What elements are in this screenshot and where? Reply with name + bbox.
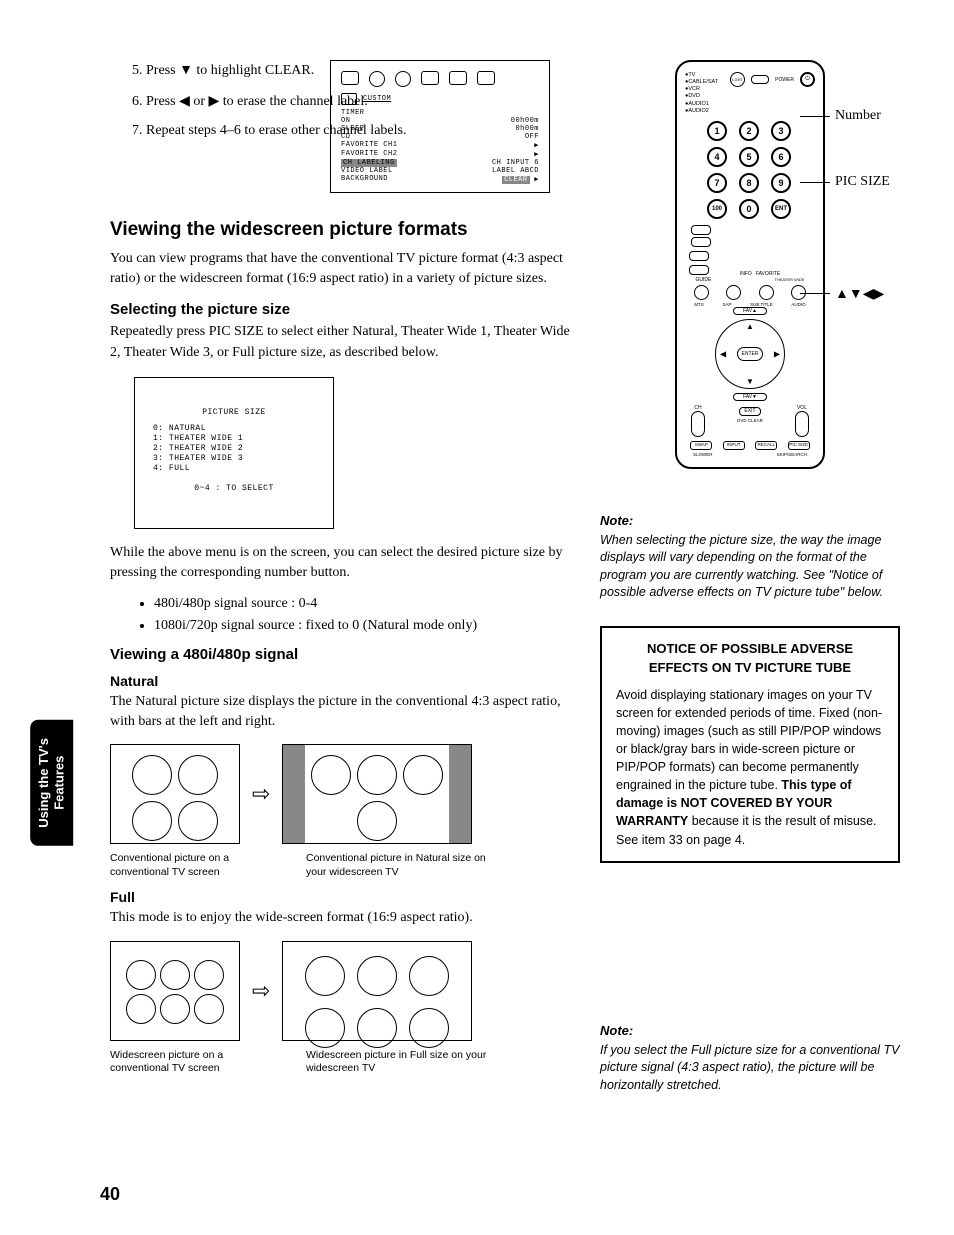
remote-num-8[interactable]: 8 <box>739 173 759 193</box>
caption-full-left: Widescreen picture on a conventional TV … <box>110 1049 240 1076</box>
full-body: This mode is to enjoy the wide-screen fo… <box>110 908 570 928</box>
notice-box: NOTICE OF POSSIBLE ADVERSE EFFECTS ON TV… <box>600 626 900 863</box>
osd-custom-menu: CUSTOM TIMER ON00h00m SLEEP0h00mCDOFFFAV… <box>330 60 550 193</box>
remote-input-button[interactable]: INPUT <box>723 441 745 450</box>
power-button[interactable]: ⏻ <box>800 72 815 87</box>
full-diagram: ⇨ <box>110 941 570 1041</box>
natural-body: The Natural picture size displays the pi… <box>110 692 570 733</box>
osd-title: CUSTOM <box>363 95 391 103</box>
remote-num-5[interactable]: 5 <box>739 147 759 167</box>
page-number: 40 <box>100 1184 120 1205</box>
caption-full-right: Widescreen picture in Full size on your … <box>306 1049 506 1076</box>
signal-bullets: 480i/480p signal source : 0-4 1080i/720p… <box>110 596 570 634</box>
note1-body: When selecting the picture size, the way… <box>600 532 900 602</box>
section-tab: Using the TV'sFeatures <box>30 720 73 846</box>
remote-swap-button[interactable]: SWAP <box>690 441 712 450</box>
remote-recall-button[interactable]: RECALL <box>755 441 777 450</box>
caption-natural-left: Conventional picture on a conventional T… <box>110 852 240 879</box>
callout-arrows: ▲▼◀▶ <box>835 285 884 302</box>
remote-num-7[interactable]: 7 <box>707 173 727 193</box>
subheading-selecting: Selecting the picture size <box>110 301 570 318</box>
mode-full-heading: Full <box>110 889 570 905</box>
remote-pic-size-button[interactable]: PIC SIZE <box>788 441 810 450</box>
natural-diagram: ⇨ <box>110 744 570 844</box>
subheading-viewing: Viewing a 480i/480p signal <box>110 646 570 663</box>
selecting-body: Repeatedly press PIC SIZE to select eith… <box>110 322 570 363</box>
remote-num-0[interactable]: 0 <box>739 199 759 219</box>
remote-num-4[interactable]: 4 <box>707 147 727 167</box>
remote-num-3[interactable]: 3 <box>771 121 791 141</box>
remote-btn-100[interactable]: 100 <box>707 199 727 219</box>
remote-num-6[interactable]: 6 <box>771 147 791 167</box>
remote-num-2[interactable]: 2 <box>739 121 759 141</box>
remote-btn-ent[interactable]: ENT <box>771 199 791 219</box>
while-text: While the above menu is on the screen, y… <box>110 543 570 584</box>
picture-size-menu: PICTURE SIZE 0: NATURAL1: THEATER WIDE 1… <box>134 377 334 529</box>
note1-heading: Note: <box>600 513 900 528</box>
mode-natural-heading: Natural <box>110 673 570 689</box>
callout-number: Number <box>835 108 881 124</box>
section-heading: Viewing the widescreen picture formats <box>110 219 570 241</box>
note2-body: If you select the Full picture size for … <box>600 1042 900 1095</box>
remote-num-1[interactable]: 1 <box>707 121 727 141</box>
callout-picsize: PIC SIZE <box>835 174 890 190</box>
remote-num-9[interactable]: 9 <box>771 173 791 193</box>
caption-natural-right: Conventional picture in Natural size on … <box>306 852 506 879</box>
remote-control-illustration: ●TV●CABLE/SAT●VCR●DVD●AUDIO1●AUDIO2 LGHT… <box>675 60 825 469</box>
section-intro: You can view programs that have the conv… <box>110 249 570 290</box>
note2-heading: Note: <box>600 1023 900 1038</box>
